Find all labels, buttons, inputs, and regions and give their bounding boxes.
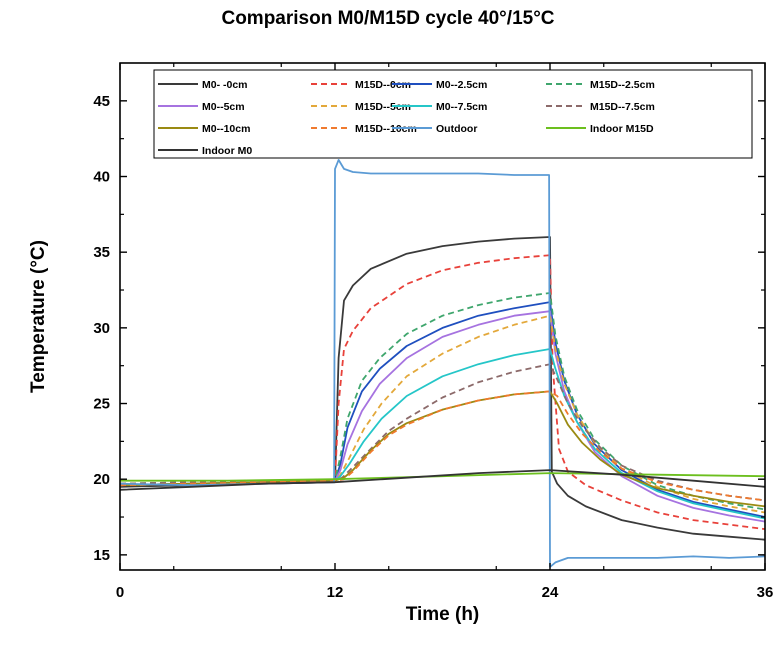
y-axis-title: Temperature (°C) bbox=[28, 240, 49, 393]
y-tick-label: 40 bbox=[93, 169, 110, 186]
x-axis-title: Time (h) bbox=[406, 604, 480, 625]
legend-label-5: M0--5cm bbox=[202, 101, 245, 113]
legend-label-13: Indoor M0 bbox=[202, 145, 252, 157]
legend-label-12: Indoor M15D bbox=[590, 123, 654, 135]
y-tick-label: 45 bbox=[93, 93, 110, 110]
legend-label-7: M0--7.5cm bbox=[436, 101, 487, 113]
x-tick-label: 12 bbox=[327, 584, 344, 601]
y-tick-label: 30 bbox=[93, 320, 110, 337]
series-line-1 bbox=[119, 236, 766, 541]
y-tick-label: 15 bbox=[93, 547, 110, 564]
series-line-8 bbox=[119, 363, 766, 502]
series-layer bbox=[119, 158, 766, 568]
legend-label-11: Outdoor bbox=[436, 123, 477, 135]
legend: M0- -0cm M15D--0cm M0--2.5cm M15D--2.5cm M0-… bbox=[153, 69, 753, 159]
legend-label-6: M15D--5cm bbox=[355, 101, 411, 113]
legend-label-9: M0--10cm bbox=[202, 123, 250, 135]
series-line-13 bbox=[119, 469, 766, 491]
x-tick-label: 0 bbox=[116, 584, 124, 601]
series-line-11 bbox=[119, 158, 766, 568]
series-line-2 bbox=[120, 254, 766, 530]
legend-label-2: M15D--0cm bbox=[355, 79, 411, 91]
legend-box bbox=[153, 69, 753, 159]
legend-label-3: M0--2.5cm bbox=[436, 79, 487, 91]
series-line-9 bbox=[119, 390, 766, 508]
x-tick-label: 24 bbox=[542, 584, 559, 601]
legend-label-1: M0- -0cm bbox=[202, 79, 248, 91]
plot-frame bbox=[119, 62, 766, 571]
series-line-12 bbox=[120, 472, 766, 482]
chart-title: Comparison M0/M15D cycle 40°/15°C bbox=[221, 8, 555, 29]
y-tick-label: 20 bbox=[93, 471, 110, 488]
legend-label-8: M15D--7.5cm bbox=[590, 101, 655, 113]
legend-label-4: M15D--2.5cm bbox=[590, 79, 655, 91]
legend-label-10: M15D--10cm bbox=[355, 123, 417, 135]
series-line-5 bbox=[119, 310, 766, 523]
ticks-layer: 0 12 24 36 15 20 25 30 35 40 45 bbox=[93, 63, 773, 601]
y-tick-label: 35 bbox=[93, 244, 110, 261]
series-line-6 bbox=[119, 314, 766, 514]
y-tick-label: 25 bbox=[93, 396, 110, 413]
x-tick-label: 36 bbox=[757, 584, 774, 601]
